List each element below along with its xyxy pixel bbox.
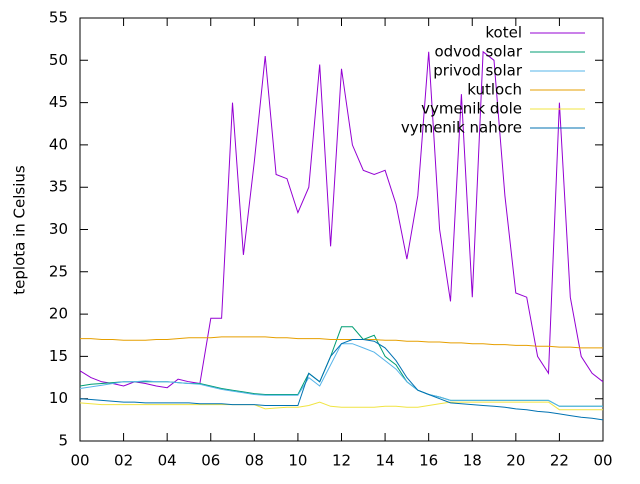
y-axis-label: teplota in Celsius — [11, 165, 29, 295]
legend-label: kutloch — [467, 81, 522, 99]
x-tick-label: 20 — [506, 452, 525, 470]
y-tick-label: 55 — [49, 9, 68, 27]
y-tick-label: 15 — [49, 347, 68, 365]
data-line — [79, 401, 603, 411]
legend-label: vymenik nahore — [401, 119, 522, 137]
x-tick-label: 00 — [593, 452, 612, 470]
plot-frame — [79, 17, 604, 442]
data-line — [79, 343, 603, 407]
y-tick-label: 25 — [49, 262, 68, 280]
x-tick-label: 06 — [201, 452, 220, 470]
y-tick-label: 10 — [49, 389, 68, 407]
data-line — [80, 336, 603, 349]
x-tick-label: 00 — [70, 452, 89, 470]
x-tick-label: 16 — [419, 452, 438, 470]
data-line — [79, 50, 604, 389]
legend-label: kotel — [485, 24, 522, 42]
data-line — [79, 326, 603, 407]
x-tick-label: 02 — [114, 452, 133, 470]
y-tick-label: 50 — [49, 51, 68, 69]
y-tick-label: 30 — [49, 220, 68, 238]
legend-label: privod solar — [433, 62, 523, 80]
y-tick-label: 20 — [49, 305, 68, 323]
y-tick-label: 35 — [49, 178, 68, 196]
legend-label: odvod solar — [434, 43, 522, 61]
data-line — [79, 339, 604, 421]
x-tick-label: 12 — [332, 452, 351, 470]
x-tick-label: 18 — [463, 452, 482, 470]
y-tick-label: 40 — [49, 135, 68, 153]
legend-label: vymenik dole — [421, 100, 522, 118]
x-tick-label: 08 — [245, 452, 264, 470]
x-tick-label: 14 — [376, 452, 395, 470]
x-tick-label: 04 — [158, 452, 177, 470]
y-tick-label: 5 — [58, 432, 68, 450]
y-tick-label: 45 — [49, 93, 68, 111]
x-tick-label: 10 — [288, 452, 307, 470]
x-tick-label: 22 — [550, 452, 569, 470]
